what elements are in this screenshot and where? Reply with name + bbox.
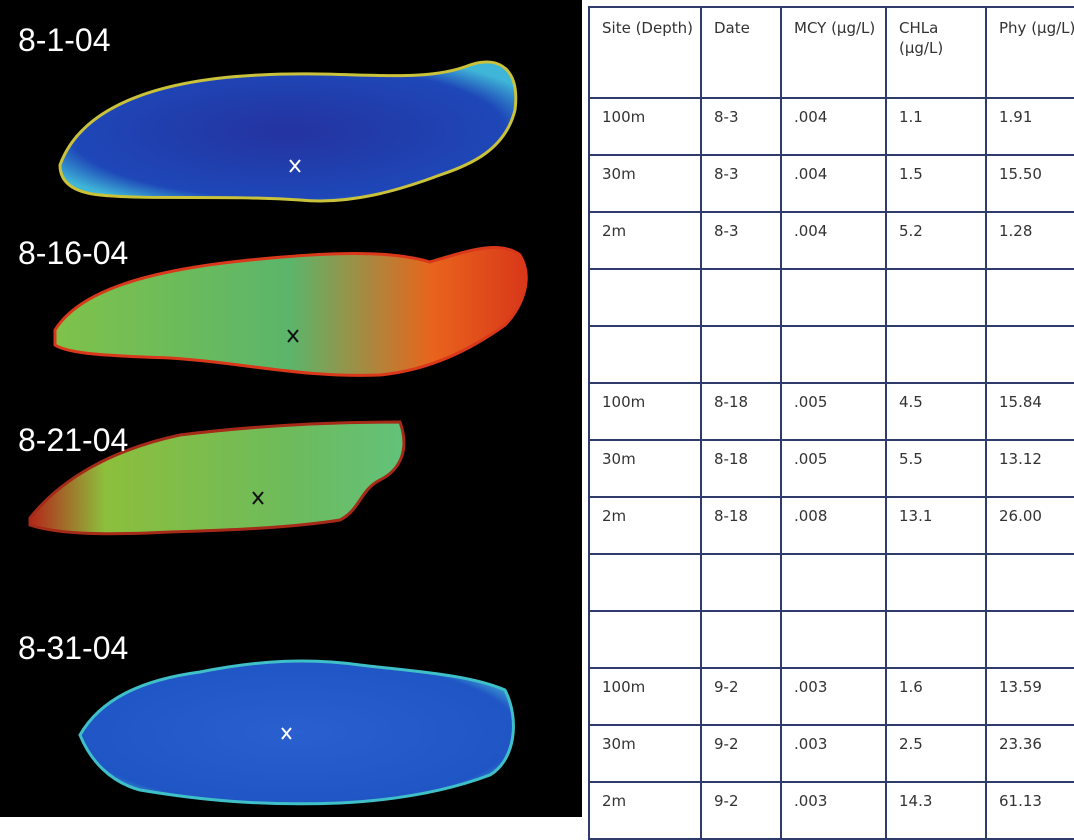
table-cell: 26.00	[986, 497, 1074, 554]
table-cell: 100m	[589, 668, 701, 725]
blank-cell	[781, 611, 886, 668]
header-cell: Site (Depth)	[589, 7, 701, 98]
blank-cell	[886, 611, 986, 668]
image-label: 8-16-04	[18, 235, 128, 272]
table-cell: 4.5	[886, 383, 986, 440]
table-cell: 13.1	[886, 497, 986, 554]
table-cell: .005	[781, 440, 886, 497]
table-cell: 1.6	[886, 668, 986, 725]
table-cell: 9-2	[701, 668, 781, 725]
table-cell: 61.13	[986, 782, 1074, 839]
table-cell: 1.91	[986, 98, 1074, 155]
lake	[60, 62, 516, 201]
table-cell: .003	[781, 782, 886, 839]
table-cell: 1.28	[986, 212, 1074, 269]
blank-cell	[886, 326, 986, 383]
table-cell: 30m	[589, 725, 701, 782]
table-cell: 15.84	[986, 383, 1074, 440]
blank-cell	[589, 611, 701, 668]
image-panel: 8-1-04 8-16-04 8-21-04 8-31-04	[0, 0, 582, 817]
table-cell: .004	[781, 212, 886, 269]
image-label: 8-1-04	[18, 22, 111, 59]
blank-cell	[701, 269, 781, 326]
table-cell: 8-3	[701, 212, 781, 269]
blank-cell	[986, 554, 1074, 611]
blank-row	[589, 269, 1074, 326]
table-cell: 14.3	[886, 782, 986, 839]
blank-cell	[781, 326, 886, 383]
blank-cell	[589, 554, 701, 611]
table-cell: 8-3	[701, 98, 781, 155]
table-cell: 2.5	[886, 725, 986, 782]
table-cell: 2m	[589, 497, 701, 554]
blank-cell	[886, 554, 986, 611]
table-cell: 5.2	[886, 212, 986, 269]
blank-cell	[701, 326, 781, 383]
header-cell: CHLa (µg/L)	[886, 7, 986, 98]
blank-cell	[589, 269, 701, 326]
image-label: 8-31-04	[18, 630, 128, 667]
blank-cell	[589, 326, 701, 383]
blank-row	[589, 554, 1074, 611]
table-cell: 8-18	[701, 383, 781, 440]
table-cell: 13.59	[986, 668, 1074, 725]
table-cell: .004	[781, 98, 886, 155]
table-cell: 9-2	[701, 782, 781, 839]
header-cell: Phy (µg/L)	[986, 7, 1074, 98]
table-cell: .003	[781, 668, 886, 725]
page: 8-1-04 8-16-04 8-21-04 8-31-04 Site (Dep…	[0, 0, 1074, 817]
blank-row	[589, 611, 1074, 668]
header-cell: Date	[701, 7, 781, 98]
table-cell: 1.5	[886, 155, 986, 212]
table-cell: 8-18	[701, 497, 781, 554]
blank-cell	[701, 611, 781, 668]
blank-cell	[986, 269, 1074, 326]
blank-cell	[986, 326, 1074, 383]
table-cell: 5.5	[886, 440, 986, 497]
lake	[80, 661, 513, 804]
table-cell: 8-3	[701, 155, 781, 212]
table-cell: .008	[781, 497, 886, 554]
table-cell: 2m	[589, 782, 701, 839]
table-cell: 13.12	[986, 440, 1074, 497]
blank-cell	[986, 611, 1074, 668]
lake-images	[0, 0, 582, 817]
table-cell: 30m	[589, 440, 701, 497]
image-label: 8-21-04	[18, 422, 128, 459]
table-cell: 1.1	[886, 98, 986, 155]
table-cell: 30m	[589, 155, 701, 212]
table-cell: 100m	[589, 383, 701, 440]
blank-cell	[701, 554, 781, 611]
table-cell: 2m	[589, 212, 701, 269]
header-cell: MCY (µg/L)	[781, 7, 886, 98]
table-cell: 8-18	[701, 440, 781, 497]
blank-cell	[781, 269, 886, 326]
table-cell: 9-2	[701, 725, 781, 782]
blank-row	[589, 326, 1074, 383]
table-cell: .004	[781, 155, 886, 212]
blank-cell	[781, 554, 886, 611]
table-cell: 23.36	[986, 725, 1074, 782]
table-cell: 100m	[589, 98, 701, 155]
table-cell: .005	[781, 383, 886, 440]
blank-cell	[886, 269, 986, 326]
table-cell: 15.50	[986, 155, 1074, 212]
table-cell: .003	[781, 725, 886, 782]
